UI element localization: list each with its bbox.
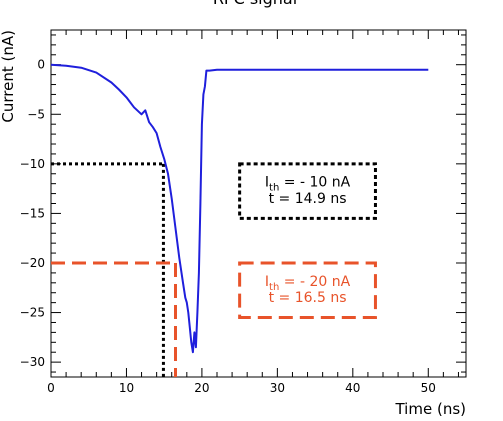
x-tick-label: 10 xyxy=(119,381,134,395)
y-tick-label: −5 xyxy=(27,107,45,121)
x-axis-label: Time (ns) xyxy=(394,400,466,418)
x-tick-label: 20 xyxy=(194,381,209,395)
annotation-threshold-label: Ith = - 20 nA xyxy=(265,274,351,293)
annotation-box-1 xyxy=(238,162,377,220)
annotation-threshold-label: Ith = - 10 nA xyxy=(265,175,351,194)
y-axis-label: Current (nA) xyxy=(0,30,17,123)
y-tick-label: −10 xyxy=(20,157,45,171)
y-tick-label: −25 xyxy=(20,306,45,320)
x-tick-label: 40 xyxy=(345,381,360,395)
signal-line xyxy=(50,63,429,354)
x-tick-label: 30 xyxy=(270,381,285,395)
y-tick-label: 0 xyxy=(37,58,45,72)
x-tick-label: 50 xyxy=(421,381,436,395)
x-tick-label: 0 xyxy=(47,381,55,395)
plot-frame xyxy=(50,29,467,378)
annotation-box-2 xyxy=(238,261,377,320)
y-tick-label: −30 xyxy=(20,355,45,369)
annotation-time-label: t = 14.9 ns xyxy=(269,191,347,207)
y-tick-label: −20 xyxy=(20,256,45,270)
y-tick-label: −15 xyxy=(20,206,45,220)
annotation-time-label: t = 16.5 ns xyxy=(269,290,347,306)
chart-title: RPC signal xyxy=(213,0,297,8)
